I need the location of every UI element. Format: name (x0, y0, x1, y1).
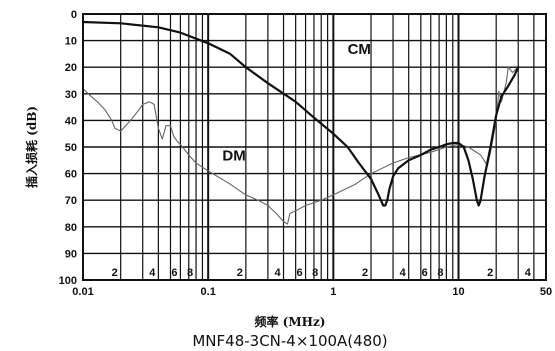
x-major-tick-label: 1 (330, 286, 336, 298)
series-layer (81, 20, 520, 225)
x-minor-tick-label: 2 (237, 267, 243, 279)
y-tick-label: 30 (65, 89, 77, 101)
x-minor-tick-label: 4 (149, 267, 156, 279)
x-minor-tick-label: 4 (274, 267, 281, 279)
x-minor-tick-label: 6 (297, 267, 303, 279)
y-tick-label: 60 (65, 169, 77, 181)
chart-title: MNF48-3CN-4×100A(480) (192, 332, 387, 350)
x-minor-tick-label: 6 (422, 267, 428, 279)
y-tick-label: 90 (65, 248, 77, 260)
plot-frame (82, 13, 547, 281)
x-minor-tick-label: 4 (400, 267, 407, 279)
y-tick-label: 10 (65, 36, 77, 48)
y-tick-label: 80 (65, 222, 77, 234)
y-tick-label: 70 (65, 195, 77, 207)
x-minor-tick-label: 6 (171, 267, 177, 279)
y-tick-label: 40 (65, 115, 77, 127)
x-minor-tick-label: 8 (187, 267, 193, 279)
x-minor-tick-label: 4 (525, 267, 532, 279)
y-tick-label: 50 (65, 142, 77, 154)
series-label-dm: DM (222, 147, 245, 164)
x-major-tick-label: 0.1 (201, 286, 216, 298)
x-minor-tick-label: 8 (312, 267, 318, 279)
x-axis-label: 频率 (MHz) (255, 314, 326, 329)
y-tick-label: 20 (65, 62, 77, 74)
x-major-tick-label: 0.01 (72, 286, 93, 298)
x-minor-tick-label: 8 (437, 267, 443, 279)
series-label-cm: CM (348, 41, 371, 58)
series-line-dm (82, 66, 519, 225)
x-major-tick-label: 50 (540, 286, 552, 298)
series-line-cm (81, 20, 520, 207)
x-minor-tick-label: 2 (112, 267, 118, 279)
x-major-tick-label: 10 (452, 286, 464, 298)
y-axis-label: 插入损耗 (dB) (24, 106, 39, 188)
y-tick-label: 100 (59, 275, 77, 287)
series-labels: CM DM (222, 41, 370, 164)
x-minor-tick-label: 2 (362, 267, 368, 279)
y-tick-label: 0 (71, 9, 77, 21)
x-minor-tick-label: 2 (487, 267, 493, 279)
